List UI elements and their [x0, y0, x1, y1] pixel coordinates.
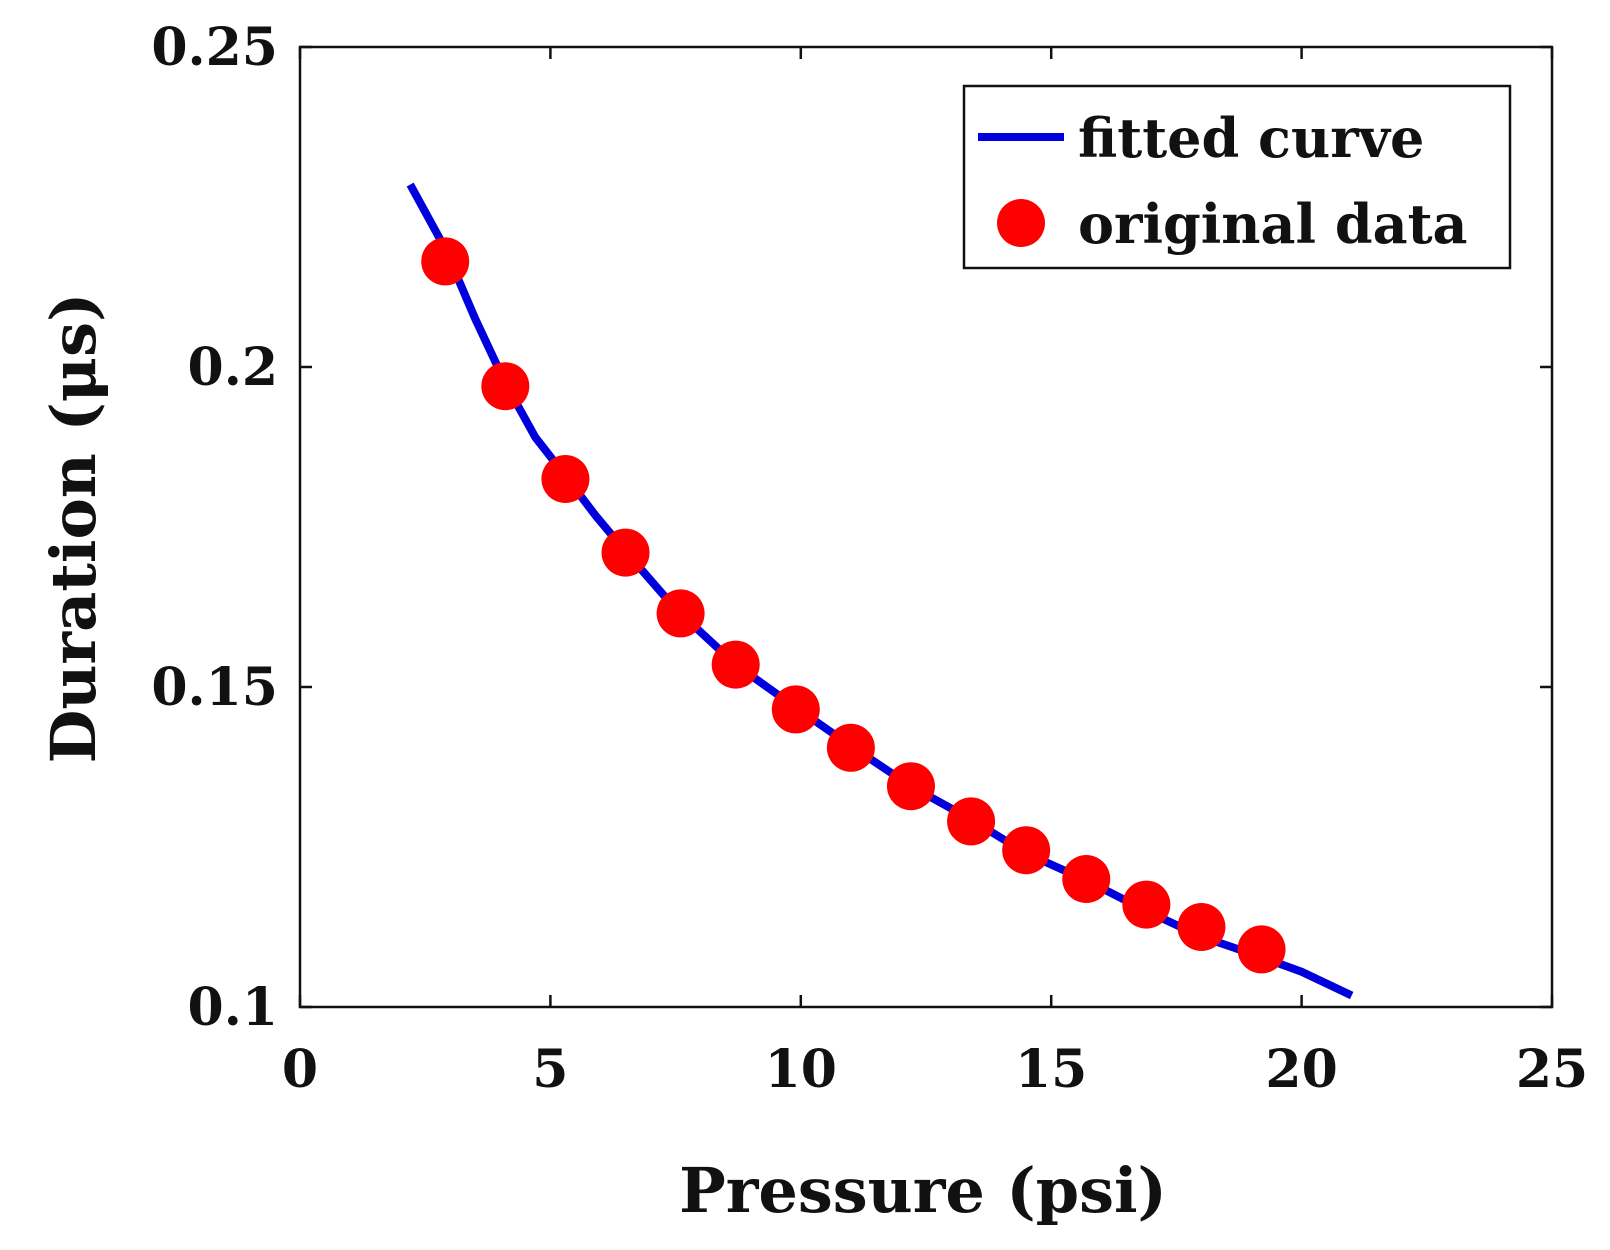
data-point — [771, 685, 820, 734]
data-point — [481, 362, 530, 411]
data-point — [1002, 826, 1051, 875]
axes-box — [298, 45, 1554, 1009]
data-point — [1122, 880, 1171, 929]
y-tick-label: 0.2 — [188, 337, 278, 398]
legend-box — [962, 84, 1512, 270]
data-point — [656, 589, 705, 638]
x-tick-label: 15 — [1015, 1039, 1087, 1100]
x-axis-label: Pressure (psi) — [679, 1154, 1167, 1227]
x-tick-label: 5 — [532, 1039, 568, 1100]
y-tick-label: 0.15 — [151, 657, 278, 718]
data-point — [421, 237, 470, 286]
data-point — [947, 797, 996, 846]
legend-label-original-data: original data — [1078, 192, 1468, 256]
data-point — [601, 528, 650, 577]
x-tick-label: 25 — [1516, 1039, 1588, 1100]
axes: 0 5 10 15 20 25 0.1 0.15 0.2 0.25 — [151, 17, 1588, 1100]
y-axis-label: Duration (μs) — [37, 293, 110, 764]
legend-label-fitted-curve: fitted curve — [1078, 106, 1424, 170]
fitted-curve-line — [406, 182, 1354, 1000]
x-tick-label: 20 — [1265, 1039, 1337, 1100]
data-point — [886, 762, 935, 811]
y-tick-label: 0.1 — [188, 977, 278, 1038]
legend: fitted curve original data — [962, 84, 1512, 270]
data-point — [826, 723, 875, 772]
x-tick-label: 0 — [282, 1039, 318, 1100]
data-point — [1062, 855, 1111, 903]
data-point — [541, 455, 590, 503]
x-tick-label: 10 — [765, 1039, 837, 1100]
data-point — [711, 640, 760, 689]
legend-marker-swatch — [997, 199, 1045, 247]
y-tick-label: 0.25 — [151, 17, 278, 78]
plot-area — [406, 182, 1354, 1000]
data-point — [1237, 925, 1286, 974]
data-point — [1177, 903, 1226, 951]
